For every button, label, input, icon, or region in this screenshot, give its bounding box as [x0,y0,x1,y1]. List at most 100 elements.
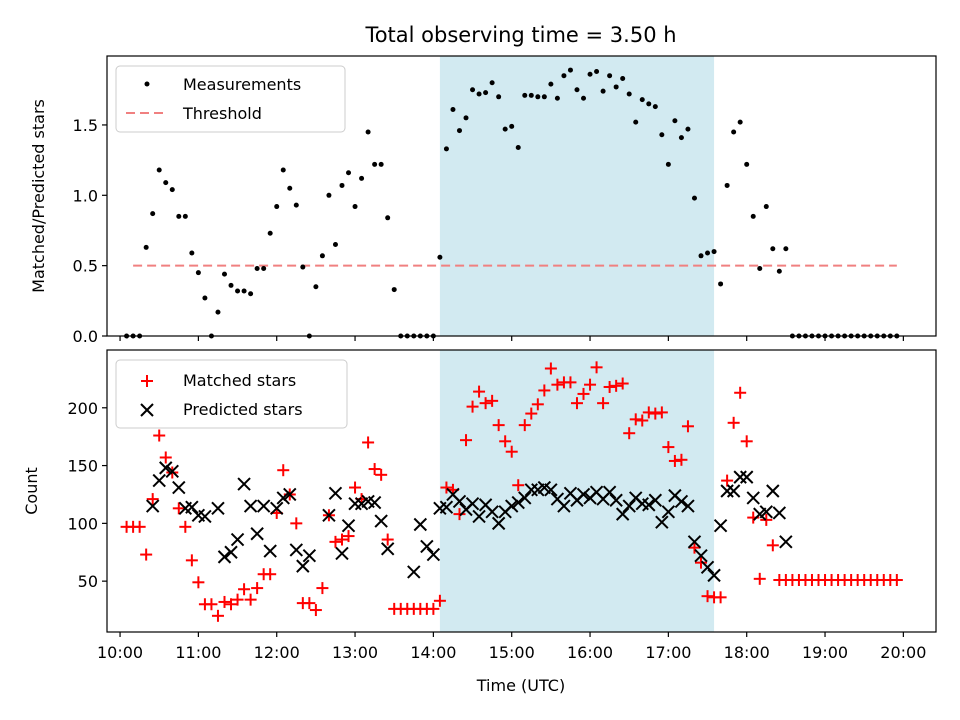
predicted-star-point [426,547,441,562]
predicted-star-point [576,487,591,502]
x-tick-label: 11:00 [175,643,221,662]
measurement-point [665,161,671,167]
predicted-star-point [511,495,525,510]
predicted-star-point [165,464,179,479]
measurement-point [724,182,730,188]
y-tick-label: 100 [67,514,98,533]
matched-star-point [133,520,146,533]
matched-star-point [453,508,466,521]
measurement-point [319,253,325,259]
predicted-star-point [159,461,173,475]
measurement-point [541,94,547,100]
top-y-axis-label: Matched/Predicted stars [29,99,48,293]
measurement-point [156,167,162,173]
measurement-point [561,73,567,79]
x-tick-label: 14:00 [410,643,456,662]
matched-star-point [642,406,655,419]
matched-star-point [466,400,479,413]
bottom-panel: 50 100 150 200 10:00 11:00 12:00 13:00 14:00 15:… [22,349,937,695]
matched-star-point [590,361,603,374]
legend-predicted-marker [140,403,154,417]
measurement-point [770,246,776,252]
top-y-ticks: 0.0 0.5 1.0 1.5 [73,116,107,346]
matched-star-point [890,573,903,586]
top-x-ticks [119,336,904,341]
predicted-star-point [524,483,538,497]
predicted-star-point [609,493,623,507]
matched-star-point [525,407,538,420]
matched-star-point [264,568,277,581]
measurement-point [776,268,782,274]
matched-star-point [505,445,518,458]
legend-measurements-marker [144,81,150,87]
measurement-point [515,144,521,150]
predicted-star-point [224,545,238,559]
predicted-star-point [302,549,317,563]
matched-star-point [492,419,505,432]
measurement-point [744,161,750,167]
legend-threshold-label: Threshold [182,104,262,123]
legend-measurements-label: Measurements [183,75,301,94]
measurement-point [470,87,476,93]
x-tick-label: 20:00 [880,643,926,662]
measurement-point [763,204,769,210]
measurement-point [176,213,182,219]
bottom-observing-window [439,350,715,632]
predicted-star-point [707,568,721,583]
measurement-point [652,104,658,110]
matched-star-point [146,493,159,506]
measurement-point [496,94,502,100]
matched-star-point [623,427,636,440]
matched-star-point [231,593,244,606]
x-tick-label: 19:00 [802,643,848,662]
predicted-star-point [211,501,225,516]
matched-star-point [584,378,597,391]
predicted-star-point [505,499,519,513]
y-tick-label: 150 [67,457,98,476]
measurement-point [522,92,528,98]
matched-star-point [244,593,257,606]
predicted-star-point [145,499,160,513]
measurement-point [502,126,508,132]
measurement-point [705,250,711,256]
measurement-point [737,119,743,125]
measurement-point [346,170,352,176]
x-tick-label: 12:00 [254,643,300,662]
matched-star-point [766,539,779,552]
predicted-star-point [472,509,486,524]
measurement-point [300,264,306,270]
matched-stars-points [120,361,903,622]
predicted-star-point [518,491,532,505]
measurement-point [437,254,443,260]
measurement-point [182,213,188,219]
measurement-point [391,287,397,293]
matched-star-point [753,572,766,585]
measurement-point [456,128,462,134]
bottom-axes-frame [106,349,937,633]
predicted-star-point [648,493,663,507]
measurement-point [463,115,469,121]
measurement-point [554,95,560,101]
top-axes-frame [106,55,937,337]
measurement-point [248,291,254,297]
predicted-star-point [217,550,232,564]
matched-star-point [636,414,649,427]
predicted-star-point [615,507,630,521]
predicted-star-point [172,480,186,495]
predicted-star-point [465,497,480,511]
predicted-star-point [289,543,304,557]
predicted-star-point [335,546,349,561]
measurement-point [215,309,221,315]
predicted-star-point [602,485,617,499]
predicted-star-point [263,544,277,558]
matched-star-point [375,468,388,481]
matched-star-point [316,582,329,595]
predicted-star-point [779,535,793,549]
measurement-point [581,95,587,101]
x-tick-label: 16:00 [567,643,613,662]
matched-star-point [544,362,557,375]
predicted-star-point [759,505,773,519]
measurement-point [280,167,286,173]
measurement-point [267,230,273,236]
matched-star-point [362,436,375,449]
